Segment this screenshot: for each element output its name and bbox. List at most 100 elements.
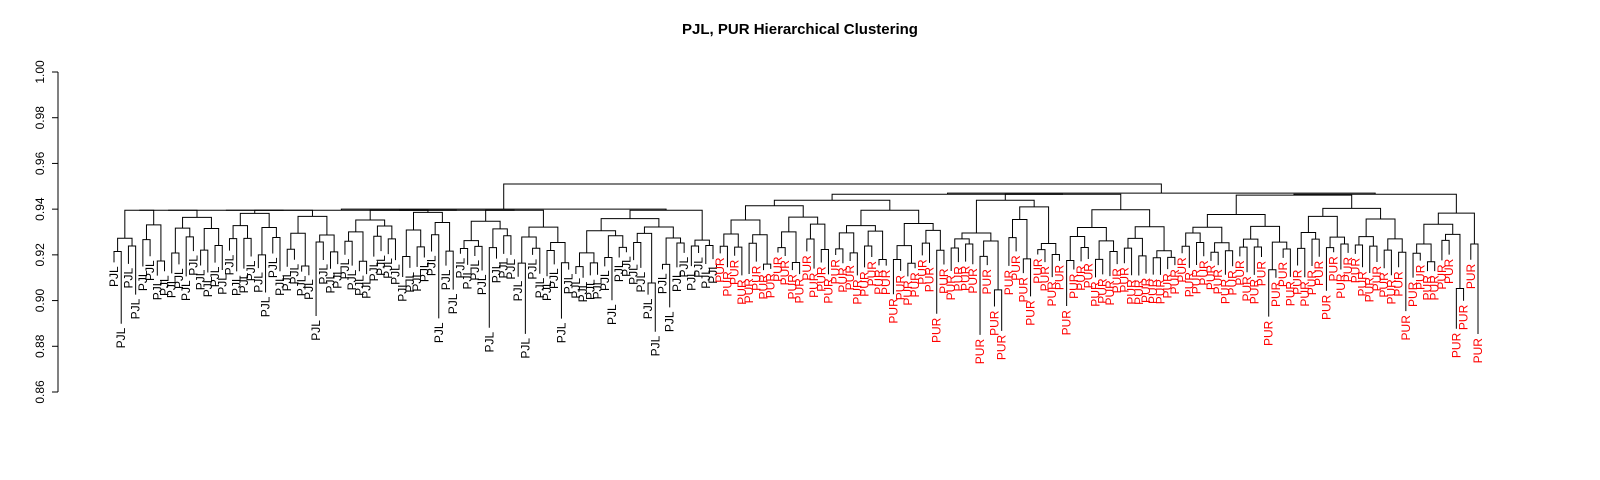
merge-branch xyxy=(636,232,653,283)
merge-branch xyxy=(831,193,1064,201)
merge-branch xyxy=(752,234,768,265)
merge-branch xyxy=(1138,255,1147,276)
leaf-label: PJL xyxy=(684,270,698,291)
leaf-label: PJL xyxy=(172,268,186,289)
y-tick-label: 1.00 xyxy=(33,60,47,84)
leaf-label: PUR xyxy=(1406,281,1420,307)
merge-branch xyxy=(203,227,220,251)
leaf-label: PUR xyxy=(886,298,900,324)
leaf-label: PUR xyxy=(1370,266,1384,292)
leaf-label: PUR xyxy=(1226,270,1240,296)
merge-branch xyxy=(488,247,497,328)
merge-branch xyxy=(376,225,393,239)
merge-branch xyxy=(993,289,1003,331)
leaf-label: PUR xyxy=(966,268,980,294)
leaf-label: PUR xyxy=(757,274,771,300)
leaf-label: PJL xyxy=(692,257,706,278)
merge-branch xyxy=(604,256,613,301)
leaf-label: PJL xyxy=(309,320,323,341)
merge-branch xyxy=(182,216,212,229)
leaf-label: PUR xyxy=(1283,281,1297,307)
leaf-label: PUR xyxy=(807,272,821,298)
merge-branch xyxy=(413,211,443,230)
merge-branch xyxy=(1329,236,1345,248)
leaf-label: PJL xyxy=(511,280,525,301)
leaf-label: PJL xyxy=(432,322,446,343)
leaf-label: PJL xyxy=(569,278,583,299)
leaf-label: PUR xyxy=(1312,260,1326,286)
merge-branch xyxy=(1239,246,1248,273)
leaf-label: PUR xyxy=(1132,279,1146,305)
leaf-label: PJL xyxy=(540,280,554,301)
leaf-label: PUR xyxy=(1190,269,1204,295)
leaf-label: PUR xyxy=(1413,264,1427,290)
leaf-label: PJL xyxy=(352,275,366,296)
merge-branch xyxy=(947,192,1376,195)
merge-branch xyxy=(925,229,941,251)
leaf-label: PJL xyxy=(583,279,597,300)
leaf-label: PJL xyxy=(453,257,467,278)
merge-branch xyxy=(1445,233,1461,289)
leaf-label: PUR xyxy=(1110,268,1124,294)
leaf-label: PUR xyxy=(836,267,850,293)
leaf-label: PJL xyxy=(345,269,359,290)
leaf-label: PUR xyxy=(821,278,835,304)
merge-branch xyxy=(445,250,454,290)
merge-branch xyxy=(781,231,797,263)
leaf-label: PUR xyxy=(1038,266,1052,292)
leaf-label: PJL xyxy=(129,298,143,319)
leaf-label: PJL xyxy=(504,259,518,280)
merge-branch xyxy=(243,237,252,269)
leaf-label: PJL xyxy=(165,277,179,298)
merge-branch xyxy=(503,183,1162,210)
merge-branch xyxy=(846,225,876,233)
leaf-label: PJL xyxy=(360,278,374,299)
merge-branch xyxy=(643,226,674,239)
leaf-label: PUR xyxy=(1161,273,1175,299)
leaf-label: PJL xyxy=(201,276,215,297)
y-tick-label: 0.94 xyxy=(33,197,47,221)
leaf-label: PJL xyxy=(230,275,244,296)
leaf-label: PUR xyxy=(959,265,973,291)
leaf-label: PUR xyxy=(735,279,749,305)
leaf-label: PUR xyxy=(1089,281,1103,307)
merge-branch xyxy=(1004,193,1122,210)
leaf-label: PJL xyxy=(186,255,200,276)
leaf-label: PUR xyxy=(1218,278,1232,304)
leaf-label: PUR xyxy=(1392,271,1406,297)
leaf-label: PJL xyxy=(489,262,503,283)
dendrogram-tree xyxy=(113,183,1479,335)
merge-branch xyxy=(1185,232,1201,247)
leaf-label: PUR xyxy=(951,266,965,292)
leaf-label: PUR xyxy=(1002,270,1016,296)
leaf-label: PJL xyxy=(237,272,251,293)
leaf-label: PJL xyxy=(295,275,309,296)
leaf-label: PJL xyxy=(641,298,655,319)
leaf-label: PJL xyxy=(482,331,496,352)
merge-branch xyxy=(1297,247,1306,278)
merge-branch xyxy=(340,208,667,211)
merge-branch xyxy=(878,259,887,266)
merge-branch xyxy=(600,218,660,231)
merge-branch xyxy=(358,260,368,275)
leaf-label: PUR xyxy=(1348,258,1362,284)
merge-branch xyxy=(319,234,335,252)
merge-branch xyxy=(575,266,584,278)
merge-branch xyxy=(528,226,559,243)
merge-branch xyxy=(1019,206,1050,244)
merge-branch xyxy=(286,248,295,267)
merge-branch xyxy=(301,265,310,276)
leaf-label: PJL xyxy=(287,263,301,284)
merge-branch xyxy=(1282,248,1291,277)
leaf-label: PJL xyxy=(251,272,265,293)
y-tick-label: 0.86 xyxy=(33,380,47,404)
leaf-label: PUR xyxy=(937,268,951,294)
merge-branch xyxy=(723,233,739,248)
leaf-label: PUR xyxy=(1197,260,1211,286)
merge-branch xyxy=(1455,287,1465,329)
leaf-label: PUR xyxy=(800,255,814,281)
leaf-label: PJL xyxy=(468,260,482,281)
merge-branch xyxy=(965,243,974,265)
leaf-label: PUR xyxy=(771,256,785,282)
leaf-label: PUR xyxy=(987,310,1001,336)
